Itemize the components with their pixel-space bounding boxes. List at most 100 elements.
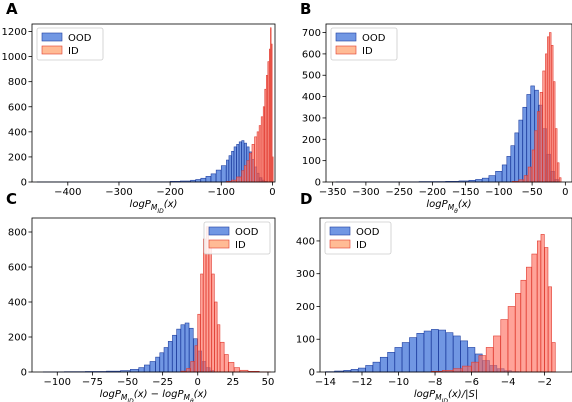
bar-id [493,335,501,373]
x-axis-label: logPMθ(x) [426,199,471,215]
bar-id [452,368,463,373]
y-tick-label: 400 [302,92,321,103]
x-tick-label: −25 [152,377,173,388]
legend-swatch-id [208,239,230,249]
x-axis-label: logPMID(x) [130,199,178,215]
bar-ood [167,341,173,373]
bar-id [186,368,191,373]
bar-ood [220,165,227,183]
bar-ood [144,364,150,373]
y-tick-label: 400 [8,127,27,138]
bar-ood [365,365,373,373]
y-tick-label: 200 [8,152,27,163]
bar-id [217,324,221,373]
bar-id [211,273,215,373]
bar-ood [233,146,237,183]
bar-id [531,253,538,373]
x-tick-label: −75 [82,377,103,388]
bar-ood [401,342,410,373]
bar-id [260,116,264,183]
bar-ood [200,177,206,183]
bar-id [534,130,538,183]
bar-id [536,240,541,373]
x-tick-label: 0 [269,187,275,198]
x-tick-label: −300 [105,187,132,198]
bar-id [555,128,558,183]
bar-id [537,111,541,183]
bar-id [462,365,472,373]
bar-id [539,92,543,183]
bar-id [553,81,556,183]
bar-id [224,354,229,373]
panel-letter: B [300,0,311,18]
bar-ood [210,173,217,183]
bar-id [233,367,240,373]
bar-id [551,45,554,183]
legend-label-id: ID [235,240,246,251]
legend-label-id: ID [68,46,79,57]
y-tick-label: 100 [302,156,321,167]
x-tick-label: −8 [428,377,443,388]
chart-panel-c: −100 −75 −50 −25 0 25 50 0 200 400 600 800 logPMID(x… [6,190,276,402]
y-tick-label: 0 [21,178,27,189]
bar-id [251,144,255,183]
bar-id [500,319,509,373]
legend: OOD ID [36,27,104,61]
y-tick-label: 800 [8,228,27,239]
x-tick-label: −4 [501,377,516,388]
bar-ood [228,155,232,183]
y-tick-label: 600 [8,102,27,113]
bar-id [520,279,527,373]
legend-label-id: ID [362,46,373,57]
bar-ood [226,159,229,183]
x-tick-label: −100 [485,187,512,198]
x-tick-label: −150 [452,187,479,198]
bar-ood [394,347,403,373]
bar-id [254,136,258,183]
bar-ood [163,347,169,373]
legend-label-ood: OOD [235,227,259,238]
bar-id [214,301,218,373]
bar-ood [379,356,388,373]
chart-panel-a: −400 −300 −200 −100 0 0 200 400 600 800 1000 1200 lo… [2,0,276,215]
bar-id [545,53,548,183]
bar-id [549,32,552,183]
x-tick-label: −300 [352,187,379,198]
bar-id [478,355,487,373]
bar-id [197,313,201,373]
legend-swatch-ood [329,226,351,236]
y-tick-label: 300 [296,269,315,280]
y-tick-label: 100 [296,335,315,346]
bar-ood [514,132,519,183]
bar-id [244,165,247,183]
y-tick-label: 400 [8,298,27,309]
bar-id [269,48,271,183]
legend-swatch-ood [208,226,230,236]
bar-ood [522,106,527,183]
bar-id [228,362,235,373]
bar-id [515,293,521,373]
bar-ood [205,176,212,183]
bar-ood [416,333,425,373]
bar-id [272,156,274,183]
legend: OOD ID [203,221,271,255]
y-tick-label: 200 [302,135,321,146]
bar-ood [138,367,145,373]
bar-id [236,176,242,183]
axes-frame [325,23,572,183]
chart-panel-d: −14 −12 −10 −8 −6 −4 −2 0 100 200 300 400 logPMID(x)… [296,190,572,402]
y-tick-label: 300 [302,113,321,124]
x-tick-label: −50 [522,187,543,198]
x-tick-label: −50 [117,377,138,388]
bar-id [547,286,552,373]
bar-id [265,75,268,183]
bar-id [256,131,260,183]
x-tick-label: −100 [44,377,71,388]
legend-label-ood: OOD [356,227,380,238]
bar-id [246,160,250,183]
bar-id [523,175,529,183]
y-tick-label: 0 [21,368,27,379]
bar-id [557,162,560,183]
bar-ood [445,332,454,373]
bar-id [219,341,225,373]
